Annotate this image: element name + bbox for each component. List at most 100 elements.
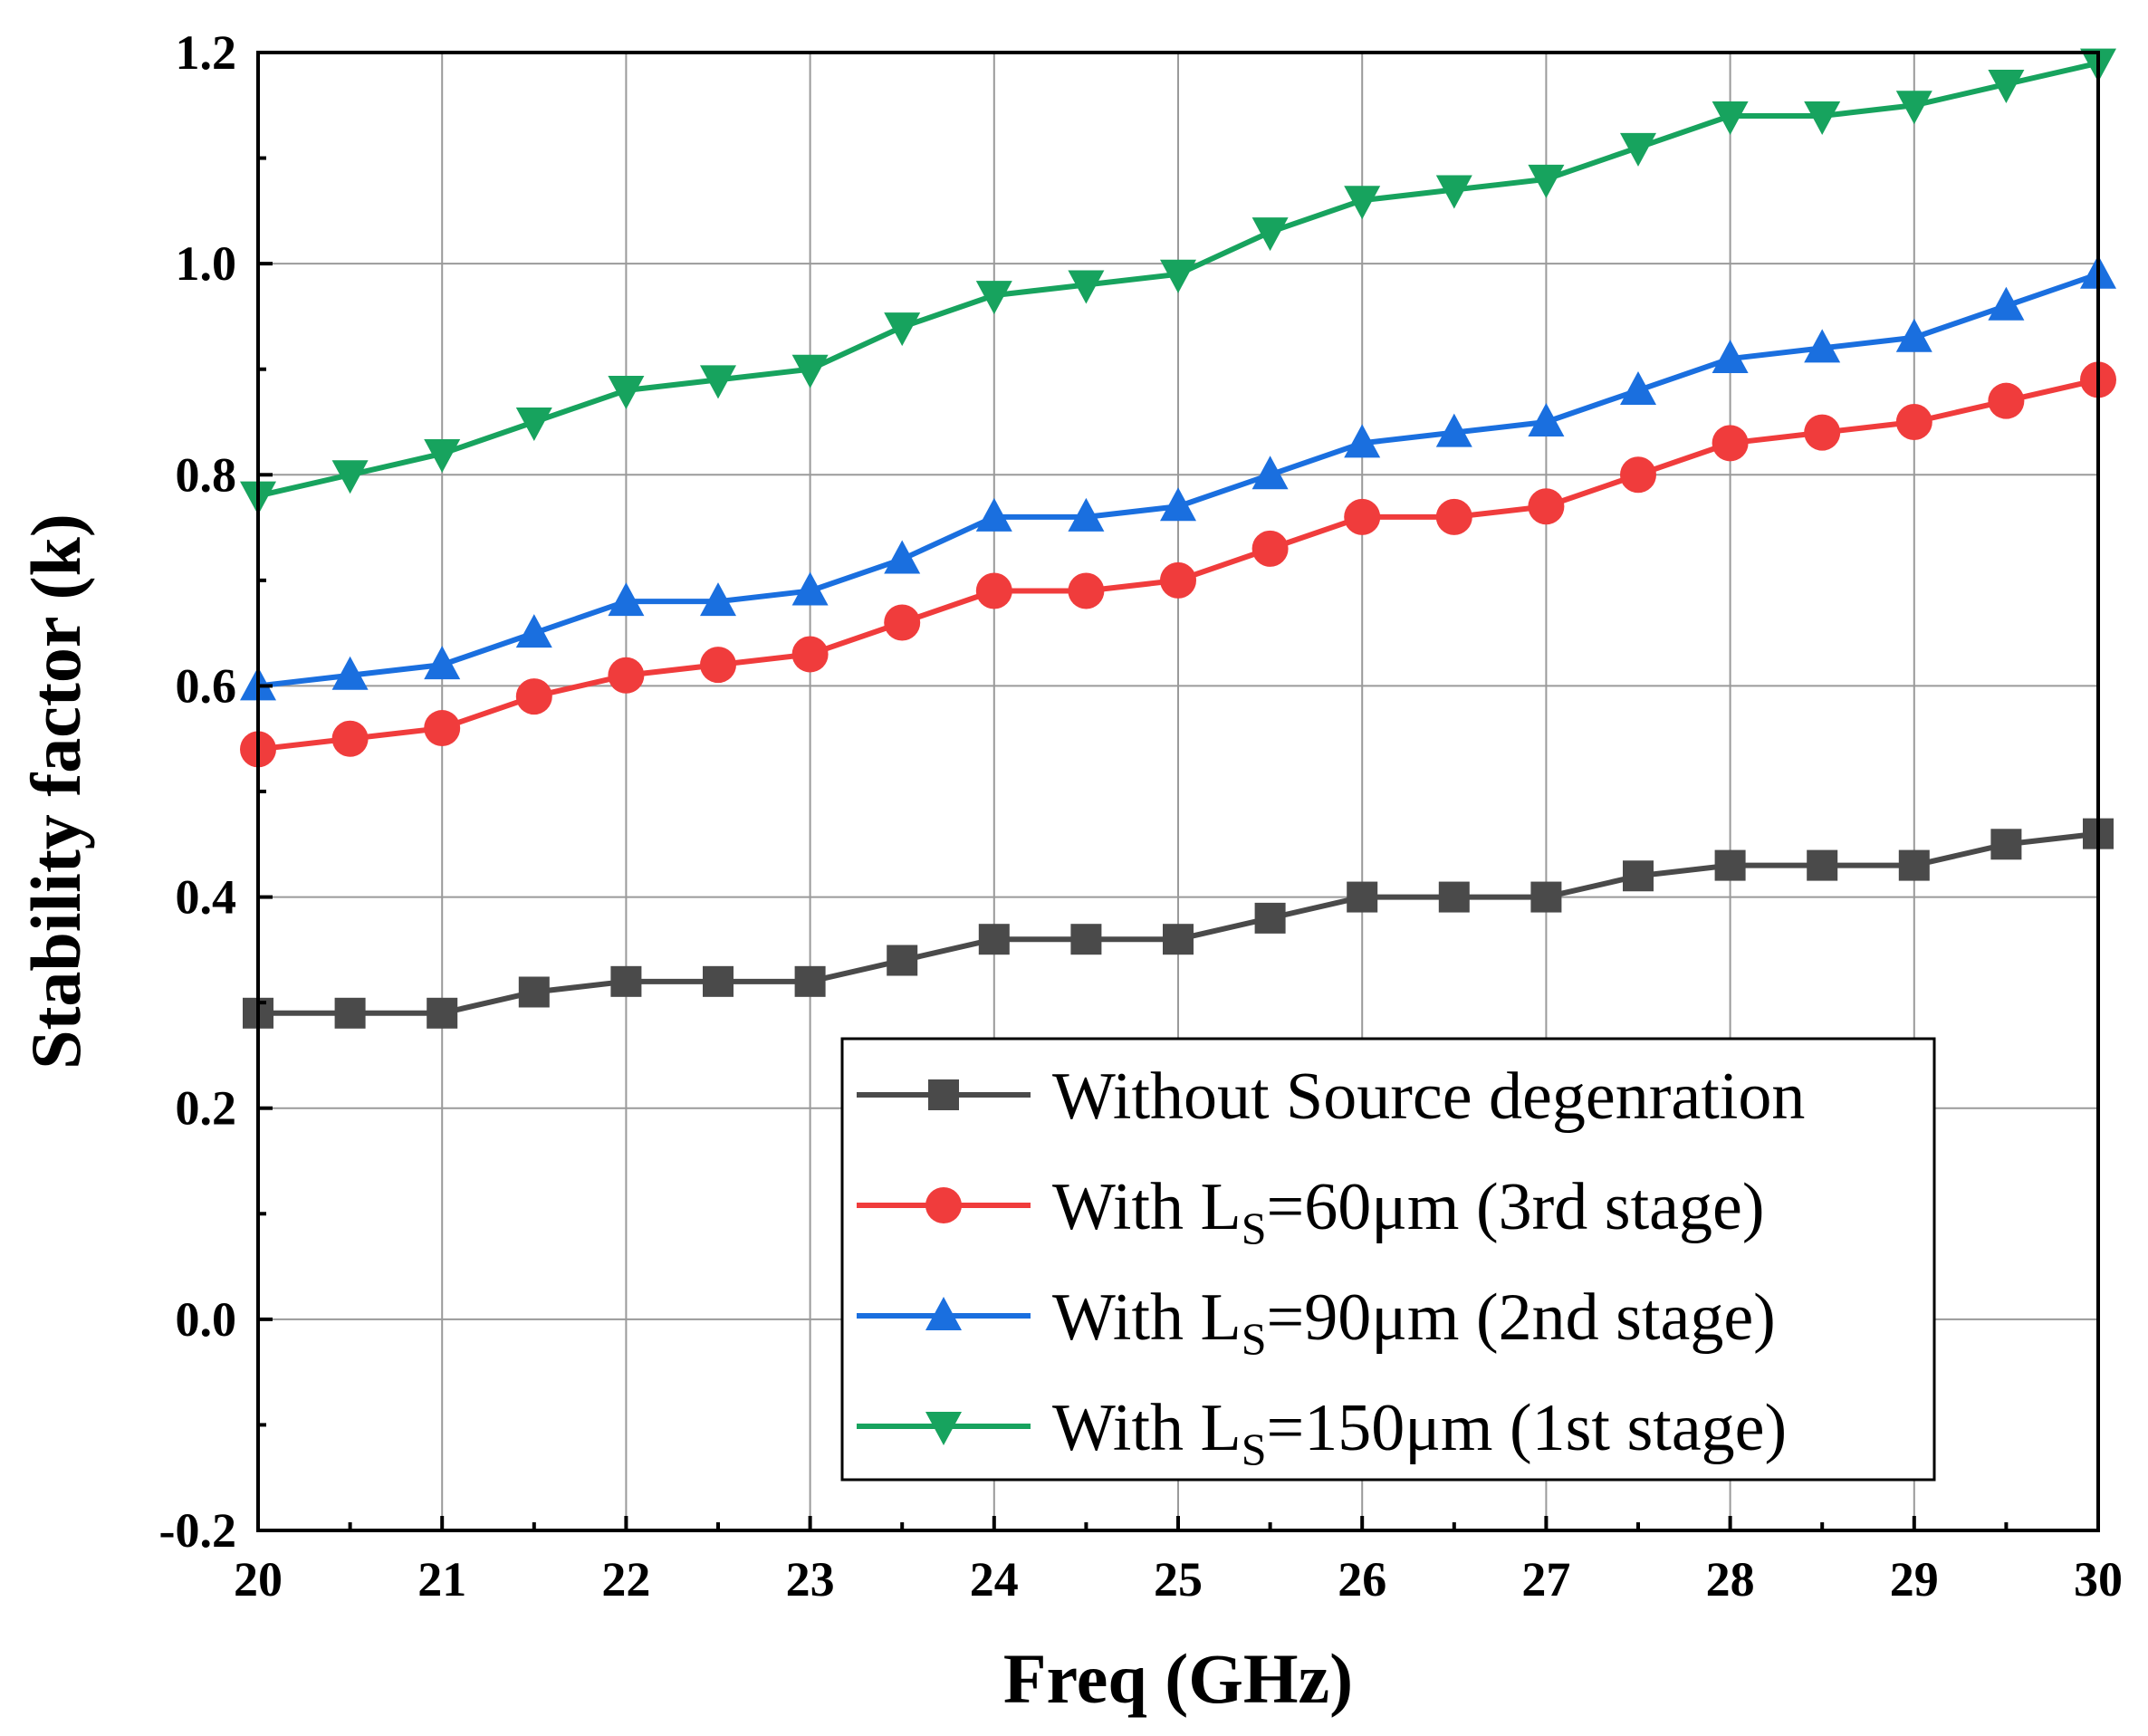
legend-label-subscript: S [1242,1203,1267,1253]
data-point [331,656,369,690]
data-point [1804,101,1841,135]
data-point [1895,318,1932,352]
series-2 [240,254,2116,701]
data-point [700,582,736,617]
data-point [791,636,829,673]
data-point [975,281,1012,315]
x-tick-label: 22 [601,1552,650,1607]
data-point [1254,902,1286,934]
x-tick-label: 27 [1521,1552,1570,1607]
data-point [1712,340,1749,374]
data-point [1068,572,1105,609]
data-point [1070,924,1102,955]
legend-label-rest: =60μm (3rd stage) [1267,1170,1765,1244]
series-layer [240,48,2116,1029]
data-point [518,976,550,1008]
legend-label: With LS=60μm (3rd stage) [1052,1170,1764,1253]
legend-item-2: With LS=90μm (2nd stage) [857,1280,1776,1364]
data-point [700,365,736,399]
data-point [424,710,461,747]
data-point [1251,217,1289,252]
x-tick-label: 28 [1706,1552,1755,1607]
data-point [1988,69,2025,103]
data-point [1528,403,1565,436]
y-tick-label: 0.6 [176,658,237,713]
data-point [1435,498,1472,535]
legend-marker [928,1079,959,1110]
data-point [1712,101,1749,135]
legend-marker [925,1187,962,1223]
legend-label: Without Source degenration [1052,1060,1805,1134]
data-point [700,647,736,684]
data-point [608,376,645,410]
grid-lines [258,53,2098,1530]
series-3 [240,48,2116,515]
data-point [975,572,1012,609]
data-point [884,540,921,574]
legend-box [840,1037,1936,1482]
data-point [427,997,458,1029]
y-tick-label: 0.4 [176,870,237,925]
data-point [1435,413,1472,447]
data-point [1807,849,1838,881]
data-point [1528,488,1565,525]
x-axis-title: Freq (GHz) [1003,1639,1353,1718]
legend-item-1: With LS=60μm (3rd stage) [857,1170,1764,1253]
x-tick-label: 20 [234,1552,283,1607]
data-point [334,997,366,1029]
legend-label-main: With L [1052,1170,1242,1244]
data-point [1530,881,1562,913]
data-point [1251,530,1289,567]
y-tick-labels: -0.2 0.0 0.2 0.4 0.6 0.8 1.0 1.2 [159,25,236,1558]
data-point [1160,487,1196,522]
data-point [1528,164,1565,198]
data-point [1804,414,1841,451]
legend-label-main: With L [1052,1391,1242,1465]
y-tick-label: 1.0 [176,236,237,291]
data-point [1160,259,1196,293]
data-point [608,582,645,617]
data-point [1895,91,1932,125]
legend-label: With LS=150μm (1st stage) [1052,1391,1787,1474]
data-point [1163,924,1194,955]
legend-label: With LS=90μm (2nd stage) [1052,1280,1776,1364]
legend-label-main: Without Source degenration [1052,1060,1805,1134]
data-point [1068,497,1105,532]
data-point [424,438,461,473]
data-point [1712,425,1749,462]
series-0 [243,818,2114,1029]
x-tick-label: 30 [2074,1552,2123,1607]
data-point [515,614,552,648]
data-point [791,354,829,388]
data-point [884,604,921,641]
data-point [1714,849,1746,881]
axis-ticks [256,51,2100,1532]
legend-label-rest: =90μm (2nd stage) [1267,1280,1776,1355]
data-point [791,571,829,606]
legend-label-main: With L [1052,1280,1242,1355]
data-point [424,646,461,680]
y-tick-label: 0.8 [176,447,237,502]
legend-marker [925,1412,962,1445]
data-point [1620,371,1656,406]
data-point [1623,860,1654,892]
data-point [1804,329,1841,363]
y-tick-label: 1.2 [176,25,237,80]
data-point [515,678,552,715]
legend-marker [925,1297,962,1330]
data-point [331,460,369,494]
data-point [1990,829,2022,860]
data-point [884,312,921,347]
x-tick-label: 26 [1338,1552,1386,1607]
x-tick-label: 25 [1154,1552,1203,1607]
data-point [1435,175,1472,209]
series-1 [240,361,2116,768]
data-point [331,720,369,757]
data-point [975,497,1012,532]
data-point [1347,881,1378,913]
data-point [1344,498,1381,535]
legend-item-3: With LS=150μm (1st stage) [857,1391,1787,1474]
legend-label-subscript: S [1242,1313,1267,1364]
